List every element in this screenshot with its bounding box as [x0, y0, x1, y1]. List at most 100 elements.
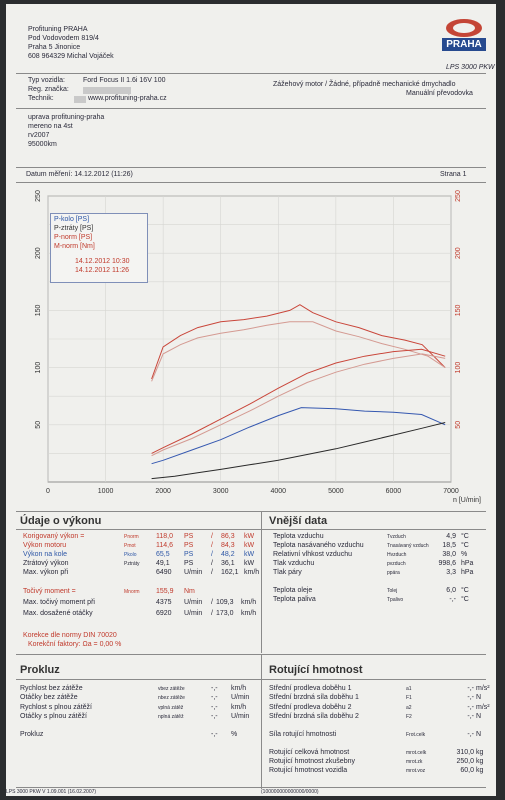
left-tick-label: 150	[35, 304, 42, 316]
company-line: 608 964329 Michal Vojáček	[28, 53, 114, 60]
perf-value: 86,3	[221, 533, 235, 540]
power-torque-chart: 0 1000 2000 3000 4000 5000 6000 7000 50 100 150 200…	[35, 190, 481, 504]
perf-label: Výkon motoru	[23, 542, 67, 549]
divider	[16, 654, 486, 655]
series-line	[151, 348, 446, 454]
perf-symbol: Pztráty	[124, 561, 140, 567]
external-symbol: pvzduch	[387, 561, 406, 567]
page-number: Strana 1	[440, 171, 467, 178]
external-value: 6,0	[446, 587, 456, 594]
series-line	[151, 304, 446, 380]
footer-version: LPS 3000 PKW V 1.09.001 (16.02.2007)	[6, 789, 97, 795]
legend-entry: P-ztráty [PS]	[54, 225, 94, 232]
company-line: Praha 5 Jinonice	[28, 44, 81, 51]
slip-title: Prokluz	[20, 664, 60, 676]
perf-separator: /	[211, 560, 213, 567]
external-value: 3,3	[446, 569, 456, 576]
mass-symbol: F2	[406, 714, 412, 720]
slip-unit: U/min	[231, 713, 250, 720]
divider	[16, 182, 486, 183]
external-label: Teplota oleje	[273, 587, 313, 594]
right-tick-label: 50	[455, 421, 462, 429]
mass-symbol: mrot.voz	[406, 768, 426, 774]
external-label: Tlak páry	[273, 569, 302, 576]
external-value: 4,9	[446, 533, 456, 540]
external-unit: °C	[461, 596, 469, 603]
slip-value: -,-	[211, 685, 218, 692]
slip-label: Rychlost s plnou zátěží	[20, 704, 92, 711]
external-unit: %	[461, 551, 468, 558]
mass-unit: N	[476, 713, 482, 720]
perf-unit: PS	[184, 533, 194, 540]
perf-separator: /	[211, 551, 213, 558]
slip-unit: km/h	[231, 704, 247, 711]
slip-symbol: vbez zátěže	[158, 686, 185, 692]
torque-value: 155,9	[156, 588, 174, 595]
external-value: 998,6	[438, 560, 456, 567]
dyno-report-sheet: Profituning PRAHA Pod Vodovodem 819/4 Pr…	[6, 4, 496, 796]
slip-symbol: nplná zátěž	[158, 714, 184, 720]
legend-entry: P-norm [PS]	[54, 234, 93, 241]
mass-label: Střední prodleva doběhu 2	[269, 704, 352, 711]
x-tick-label: 0	[46, 488, 50, 495]
external-label: Teplota paliva	[273, 596, 316, 603]
external-value: 18,5	[442, 542, 456, 549]
divider	[16, 108, 486, 109]
right-tick-label: 250	[455, 190, 462, 202]
x-tick-label: 3000	[213, 488, 229, 495]
external-unit: hPa	[461, 569, 474, 576]
perf-separator: /	[211, 542, 213, 549]
external-label: Relativní vlhkost vzduchu	[273, 551, 352, 558]
mass-label: Rotující hmotnost vozidla	[269, 767, 348, 774]
external-symbol: Tpalivo	[387, 597, 404, 603]
perf-label: Max. výkon při	[23, 569, 69, 576]
mass-label: Střední brzdná síla doběhu 2	[269, 713, 359, 720]
external-label: Teplota nasávaného vzduchu	[273, 542, 364, 549]
perf-unit: PS	[184, 542, 194, 549]
note-line: 95000km	[28, 141, 57, 148]
mass-value: -,-	[467, 694, 474, 701]
legend-date: 14.12.2012 11:26	[75, 267, 129, 274]
note-line: rv2007	[28, 132, 50, 139]
torque-value: 109,3	[216, 599, 234, 606]
logo-text: PRAHA	[446, 39, 482, 50]
tech-website: www.profituning-praha.cz	[88, 95, 167, 102]
gearbox: Manuální převodovka	[406, 90, 473, 97]
divider	[16, 511, 486, 512]
perf-unit: kW	[244, 560, 255, 567]
mass-label: Síla rotující hmotnosti	[269, 731, 337, 738]
torque-unit: Nm	[184, 588, 195, 595]
torque-unit: km/h	[241, 610, 257, 617]
series-line	[151, 353, 446, 457]
footer-code: (100000000000000/0000)	[261, 789, 319, 795]
perf-separator: /	[211, 533, 213, 540]
left-tick-label: 50	[35, 421, 42, 429]
perf-label: Výkon na kole	[23, 551, 67, 558]
external-label: Teplota vzduchu	[273, 533, 324, 540]
perf-symbol: Pnorm	[124, 534, 139, 540]
perf-value: 114,6	[156, 542, 173, 549]
slip-value: -,-	[211, 713, 218, 720]
x-axis-label: n [U/min]	[453, 497, 481, 504]
perf-symbol: Pmot	[124, 543, 136, 549]
performance-title: Údaje o výkonu	[20, 515, 102, 527]
torque-unit: U/min	[184, 599, 203, 606]
tech-label: Technik:	[28, 95, 54, 102]
perf-unit: U/min	[184, 569, 203, 576]
external-symbol: Hvzduch	[387, 552, 407, 558]
correction-norm: Korekce dle normy DIN 70020	[23, 632, 117, 639]
profituning-logo: PRAHA	[438, 14, 490, 60]
slip-value: -,-	[211, 704, 218, 711]
perf-symbol: Pkolo	[124, 552, 137, 558]
mass-unit: N	[476, 694, 482, 701]
series-line	[151, 407, 446, 465]
mass-value: 310,0	[456, 749, 474, 756]
x-tick-label: 2000	[155, 488, 171, 495]
slip-label: Prokluz	[20, 731, 44, 738]
note-line: uprava profituning-praha	[28, 114, 105, 121]
correction-factor: Korekční faktory: Ωa = 0,00 %	[28, 641, 122, 648]
legend-entry: M-norm [Nm]	[54, 243, 95, 250]
mass-value: -,-	[467, 713, 474, 720]
mass-unit: kg	[476, 749, 484, 756]
vehicle-type: Ford Focus II 1.6i 16V 100	[83, 77, 166, 84]
